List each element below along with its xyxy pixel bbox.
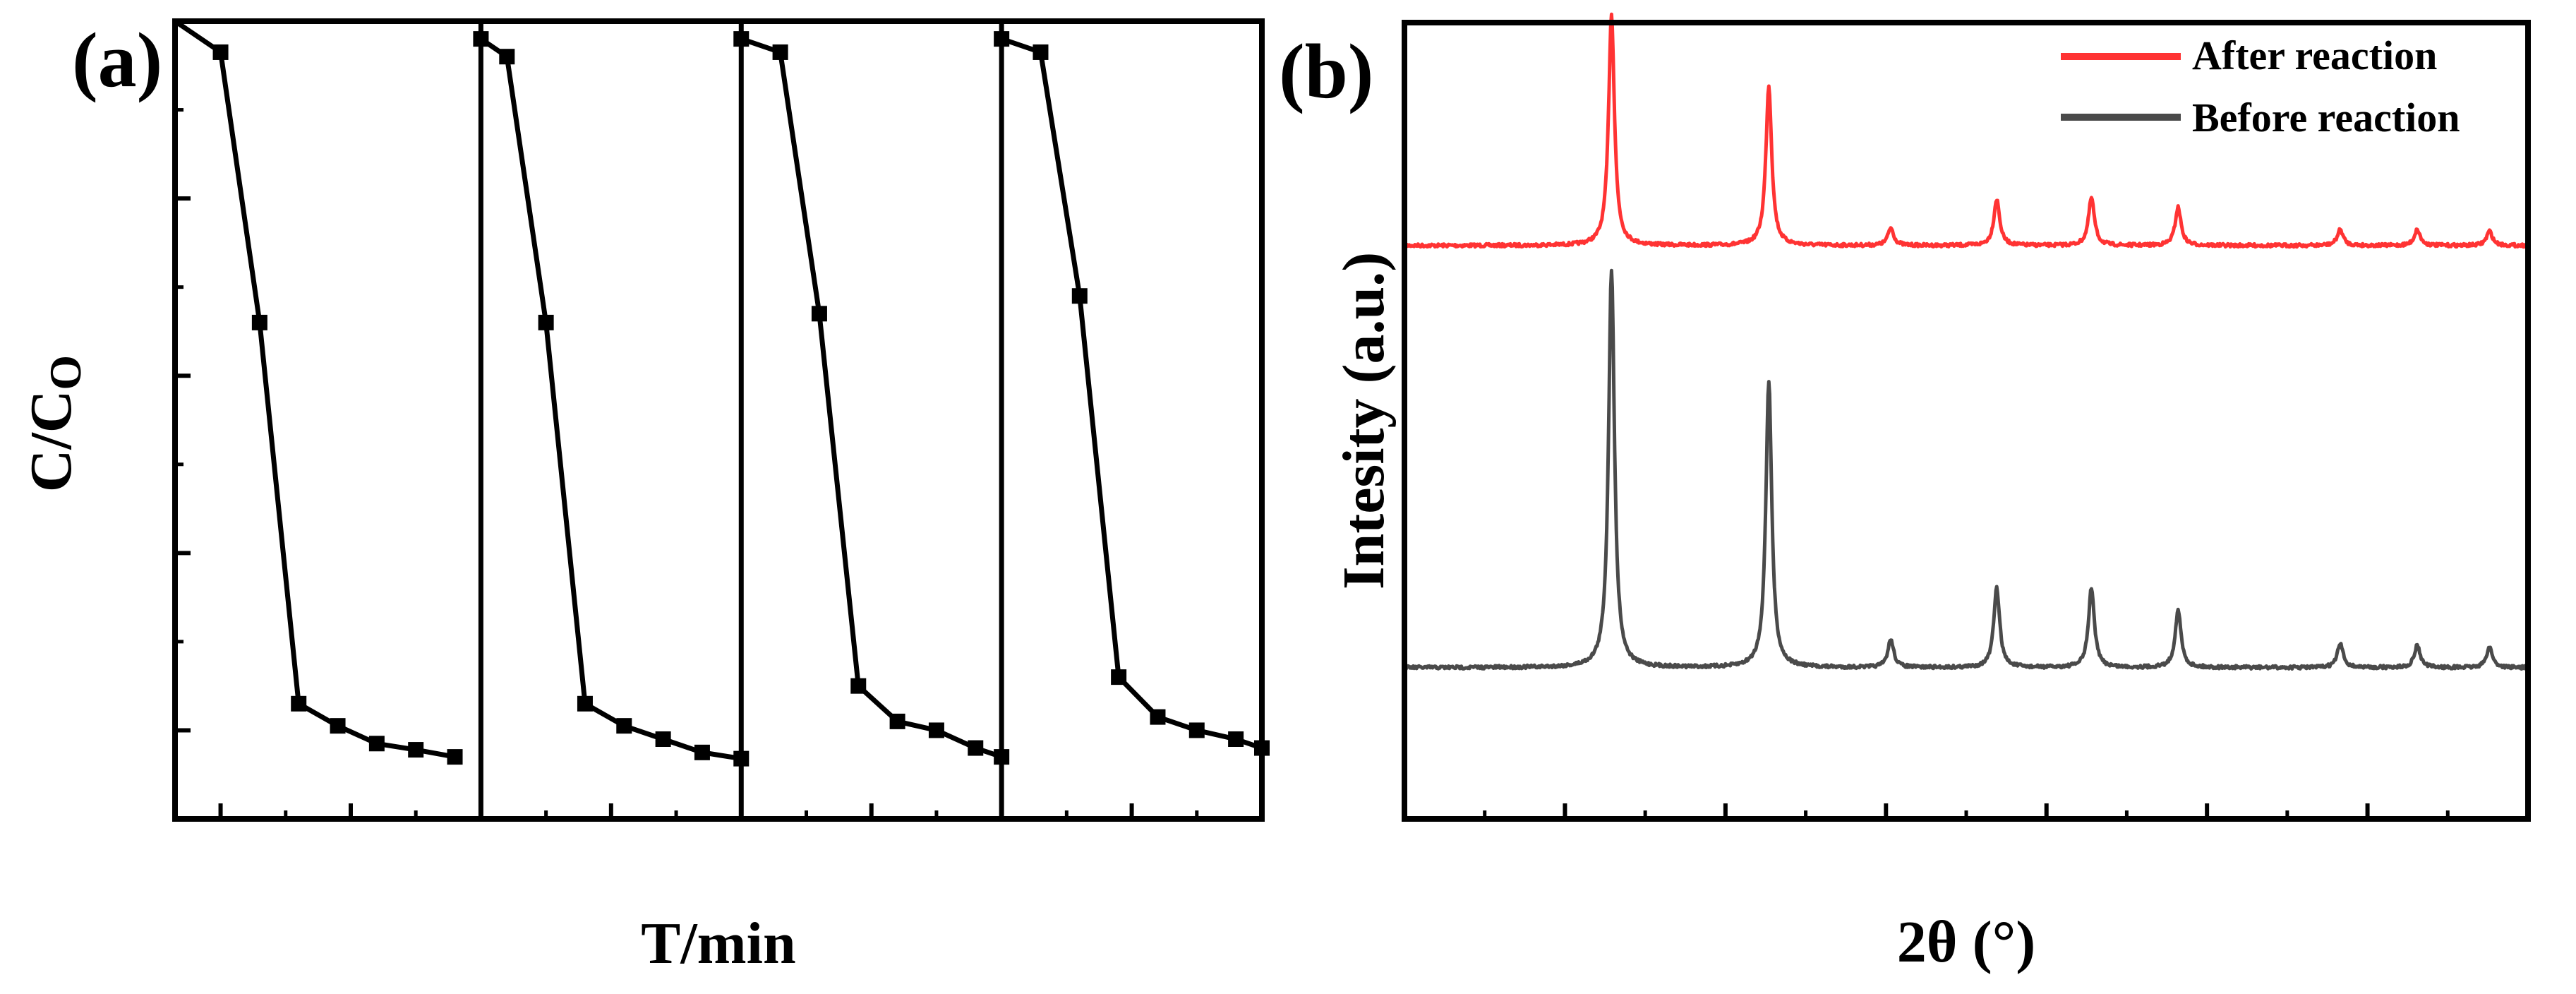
data-point bbox=[616, 718, 632, 734]
series-lines bbox=[1402, 12, 2530, 671]
data-point bbox=[499, 49, 515, 65]
data-point bbox=[368, 736, 385, 752]
data-point bbox=[1111, 669, 1127, 685]
cycle-dividers bbox=[478, 21, 1004, 819]
data-point bbox=[1071, 288, 1088, 304]
series-line bbox=[1000, 36, 1263, 750]
data-point bbox=[447, 749, 463, 765]
xrd-pattern-line bbox=[1402, 268, 2530, 671]
legend-label-after: After reaction bbox=[2192, 32, 2437, 78]
data-point bbox=[577, 695, 593, 712]
data-point bbox=[1228, 731, 1244, 747]
data-point bbox=[889, 713, 905, 729]
data-point bbox=[1033, 44, 1049, 60]
data-point bbox=[1188, 722, 1205, 738]
data-point bbox=[538, 314, 554, 330]
panel-b: (b) After reaction Before reaction 2θ (°… bbox=[1279, 12, 2531, 975]
panel-a: (a) T/min C/CO bbox=[18, 17, 1270, 976]
data-point bbox=[473, 31, 489, 47]
data-point bbox=[994, 749, 1010, 765]
data-point bbox=[733, 31, 750, 47]
y-axis-label-a: C/CO bbox=[18, 355, 90, 492]
series-line bbox=[479, 37, 742, 762]
y-axis-label-subscript: O bbox=[40, 355, 90, 390]
series-line bbox=[740, 36, 1003, 760]
plot-frame-a bbox=[172, 18, 1265, 822]
legend: After reaction Before reaction bbox=[2061, 32, 2460, 140]
panel-b-label: (b) bbox=[1279, 28, 1373, 114]
data-point bbox=[994, 31, 1010, 47]
xrd-pattern-line bbox=[1402, 12, 2529, 249]
axis-ticks bbox=[175, 19, 1264, 819]
data-point bbox=[733, 750, 750, 767]
legend-label-before: Before reaction bbox=[2192, 95, 2460, 140]
series-lines bbox=[174, 19, 1263, 762]
data-point bbox=[212, 44, 229, 60]
data-point bbox=[251, 314, 267, 330]
data-point bbox=[291, 695, 307, 712]
data-point bbox=[694, 744, 710, 760]
y-axis-label-main: C/C bbox=[18, 390, 84, 493]
data-point bbox=[655, 731, 671, 747]
data-point bbox=[968, 740, 984, 756]
data-point bbox=[928, 722, 944, 738]
x-axis-label-a: T/min bbox=[641, 911, 795, 976]
data-point bbox=[330, 718, 346, 734]
data-point bbox=[772, 44, 788, 60]
series-line bbox=[174, 19, 456, 760]
plot-frame-b bbox=[1402, 20, 2531, 822]
data-point bbox=[408, 742, 424, 758]
data-point bbox=[850, 678, 867, 694]
data-point bbox=[1150, 709, 1166, 725]
panel-a-label: (a) bbox=[72, 17, 162, 103]
data-point bbox=[811, 306, 827, 322]
x-axis-label-b: 2θ (°) bbox=[1897, 909, 2035, 975]
y-axis-label-b: Intesity (a.u.) bbox=[1331, 252, 1397, 589]
series-markers bbox=[212, 31, 1270, 767]
